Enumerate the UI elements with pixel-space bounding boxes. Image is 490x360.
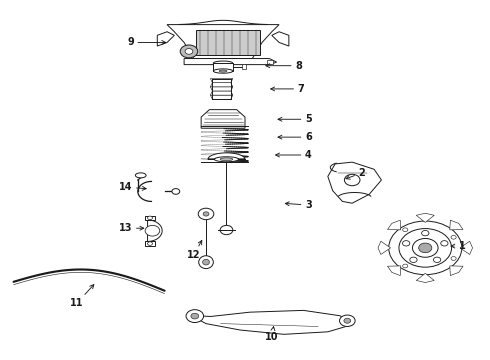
Circle shape [145, 225, 160, 236]
Text: 8: 8 [266, 61, 302, 71]
Polygon shape [450, 266, 463, 275]
Text: 7: 7 [270, 84, 304, 94]
Polygon shape [147, 220, 162, 242]
Text: 2: 2 [346, 168, 366, 179]
Circle shape [421, 230, 429, 236]
Circle shape [451, 235, 456, 239]
Polygon shape [210, 83, 233, 87]
Circle shape [410, 257, 417, 262]
Circle shape [451, 257, 456, 260]
Ellipse shape [199, 256, 213, 269]
Text: 11: 11 [70, 285, 94, 308]
Polygon shape [272, 32, 289, 46]
Polygon shape [201, 110, 245, 128]
Circle shape [203, 212, 209, 216]
Circle shape [186, 310, 203, 323]
Polygon shape [184, 59, 277, 64]
Polygon shape [210, 78, 233, 83]
Circle shape [418, 243, 432, 253]
Polygon shape [167, 24, 279, 59]
Ellipse shape [202, 259, 209, 265]
Circle shape [413, 238, 438, 257]
Circle shape [172, 189, 180, 194]
Circle shape [434, 257, 441, 262]
Circle shape [389, 221, 462, 275]
Text: 10: 10 [265, 327, 278, 342]
Circle shape [403, 228, 408, 231]
Polygon shape [450, 220, 463, 230]
Circle shape [402, 240, 410, 246]
Circle shape [441, 240, 448, 246]
Polygon shape [416, 273, 434, 283]
Circle shape [344, 174, 360, 186]
Ellipse shape [213, 69, 233, 73]
Text: 6: 6 [278, 132, 312, 142]
Circle shape [191, 313, 199, 319]
Polygon shape [388, 266, 401, 275]
Polygon shape [157, 32, 174, 46]
Polygon shape [210, 91, 233, 95]
Text: 3: 3 [285, 200, 312, 210]
Text: 5: 5 [278, 114, 312, 124]
Bar [213, 63, 233, 71]
Bar [242, 64, 246, 69]
Polygon shape [210, 95, 233, 99]
Polygon shape [210, 87, 233, 91]
Circle shape [344, 318, 351, 323]
Text: 12: 12 [187, 240, 202, 260]
Polygon shape [145, 216, 155, 220]
Polygon shape [460, 241, 472, 255]
Ellipse shape [219, 70, 227, 72]
Circle shape [147, 216, 152, 220]
Circle shape [147, 242, 152, 246]
Circle shape [399, 229, 452, 267]
Circle shape [340, 315, 355, 327]
Circle shape [403, 264, 408, 268]
Circle shape [185, 49, 193, 54]
Polygon shape [416, 213, 434, 222]
Ellipse shape [135, 173, 146, 178]
Polygon shape [192, 310, 352, 334]
Ellipse shape [213, 61, 233, 65]
Polygon shape [208, 153, 245, 159]
Text: 14: 14 [119, 182, 146, 192]
Polygon shape [328, 162, 381, 203]
Circle shape [220, 225, 233, 235]
Text: 1: 1 [451, 241, 465, 251]
Text: 4: 4 [275, 150, 312, 160]
Polygon shape [378, 241, 391, 255]
Ellipse shape [220, 158, 233, 161]
Bar [267, 60, 273, 64]
Circle shape [198, 208, 214, 220]
Text: 13: 13 [119, 223, 144, 233]
Text: 9: 9 [127, 37, 166, 48]
Circle shape [180, 45, 198, 58]
Polygon shape [388, 220, 401, 230]
Ellipse shape [214, 157, 239, 162]
Polygon shape [145, 242, 155, 246]
Bar [196, 30, 260, 55]
